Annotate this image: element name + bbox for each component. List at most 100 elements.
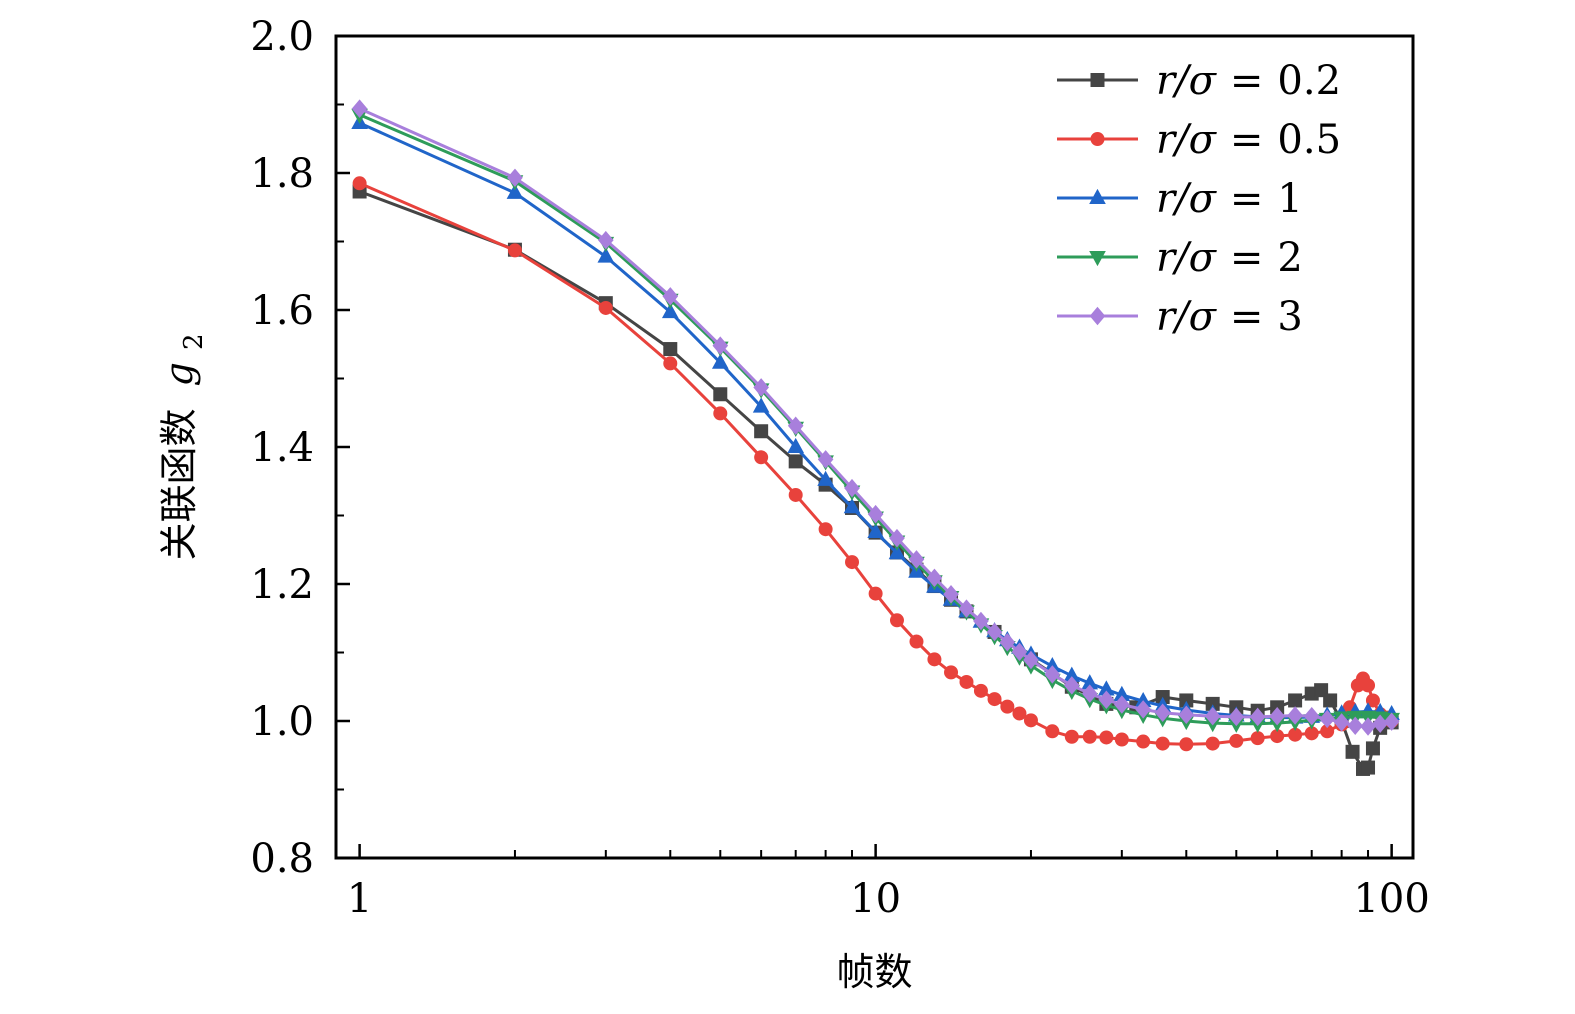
data-point: [1136, 734, 1151, 749]
y-tick-label: 1.6: [250, 288, 314, 334]
data-point: [507, 243, 522, 258]
data-point: [1081, 684, 1098, 703]
legend-label: r/σ = 3: [1156, 294, 1303, 340]
legend-label-operator: =: [1230, 235, 1264, 281]
data-point: [1365, 693, 1380, 708]
data-point: [1012, 706, 1027, 721]
data-point: [818, 522, 833, 537]
legend-label-variable: r/σ: [1156, 294, 1218, 340]
data-point: [788, 454, 803, 469]
data-point: [959, 674, 974, 689]
y-tick-label: 1.4: [250, 425, 314, 471]
data-point: [888, 544, 906, 560]
legend-label-operator: =: [1230, 176, 1264, 222]
y-axis-title-text: 关联函数: [157, 409, 201, 561]
data-point: [1135, 700, 1151, 719]
data-point: [927, 652, 942, 667]
series-5: [351, 99, 1400, 736]
legend-label-value: 0.2: [1277, 58, 1341, 104]
y-tick-label: 1.8: [250, 151, 314, 197]
data-point: [909, 634, 924, 649]
legend-label-value: 0.5: [1277, 117, 1341, 163]
data-point: [943, 585, 959, 604]
data-point: [1288, 693, 1303, 708]
data-point: [1333, 713, 1350, 732]
data-point: [926, 568, 943, 588]
data-point: [752, 397, 770, 413]
y-tick-label: 1.2: [250, 562, 314, 608]
data-point: [1023, 650, 1039, 670]
data-point: [889, 528, 905, 548]
data-point: [713, 387, 728, 402]
legend-label-variable: r/σ: [1156, 176, 1218, 222]
data-point: [1250, 731, 1265, 746]
legend-label-variable: r/σ: [1156, 117, 1218, 163]
data-point: [1064, 676, 1080, 695]
legend-label: r/σ = 0.2: [1156, 58, 1341, 104]
data-point: [711, 353, 729, 369]
data-point: [1154, 703, 1171, 723]
legend-label-variable: r/σ: [1156, 235, 1218, 281]
legend-entry: r/σ = 2: [1057, 235, 1303, 281]
svg-text:关联函数 g 2: 关联函数 g 2: [157, 333, 209, 560]
data-point: [661, 302, 679, 319]
data-point: [787, 437, 805, 454]
data-point: [1361, 678, 1376, 693]
legend-entry: r/σ = 0.5: [1057, 117, 1341, 163]
legend-label-operator: =: [1230, 117, 1264, 163]
legend: r/σ = 0.2 r/σ = 0.5 r/σ = 1 r/σ = 2 r/σ = 3: [1057, 58, 1341, 340]
legend-label-operator: =: [1230, 58, 1264, 104]
data-point: [889, 613, 904, 628]
data-point: [506, 183, 524, 199]
data-point: [1319, 709, 1335, 729]
x-tick-label: 10: [850, 876, 901, 922]
legend-label-value: 1: [1277, 176, 1302, 222]
data-point: [1204, 706, 1221, 726]
data-point: [1064, 729, 1079, 744]
data-point: [868, 586, 883, 601]
legend-label: r/σ = 1: [1156, 176, 1303, 222]
legend-label-value: 2: [1277, 235, 1302, 281]
data-point: [986, 622, 1003, 642]
data-point: [712, 336, 729, 355]
data-point: [663, 342, 678, 357]
axes: 0.8 1.0 1.2 1.4 1.6 1.8 2.0 1 10 100: [250, 14, 1429, 922]
data-point: [843, 498, 861, 514]
data-point: [787, 416, 804, 435]
data-point: [958, 599, 975, 618]
data-point: [1099, 730, 1114, 745]
legend-label-operator: =: [1230, 294, 1264, 340]
data-point: [597, 247, 615, 263]
legend-entry: r/σ = 1: [1057, 176, 1303, 222]
data-point: [1345, 744, 1360, 759]
data-point: [754, 450, 769, 465]
data-point: [1249, 707, 1266, 727]
data-point: [1383, 712, 1400, 731]
data-point: [867, 504, 884, 524]
data-point: [352, 176, 367, 191]
data-point: [713, 406, 728, 421]
data-point: [351, 99, 368, 118]
y-axis-title: 关联函数 g 2: [157, 333, 209, 560]
y-tick-label: 2.0: [250, 14, 314, 60]
data-point: [1114, 732, 1129, 747]
data-point: [663, 356, 678, 371]
legend-marker: [1089, 250, 1106, 267]
x-tick-label: 1: [347, 876, 372, 922]
data-point: [1098, 690, 1115, 709]
data-point: [1303, 706, 1320, 726]
data-point: [1229, 733, 1244, 748]
legend-label-value: 3: [1277, 294, 1302, 340]
legend-entry: r/σ = 0.2: [1057, 58, 1341, 104]
data-point: [1000, 699, 1015, 714]
data-point: [753, 378, 769, 397]
data-point: [987, 692, 1002, 707]
data-point: [1228, 707, 1245, 727]
data-point: [973, 683, 988, 698]
data-point: [944, 665, 959, 680]
data-point: [1114, 695, 1130, 714]
y-tick-label: 0.8: [250, 836, 314, 882]
data-point: [973, 611, 989, 631]
legend-marker: [1090, 73, 1105, 87]
